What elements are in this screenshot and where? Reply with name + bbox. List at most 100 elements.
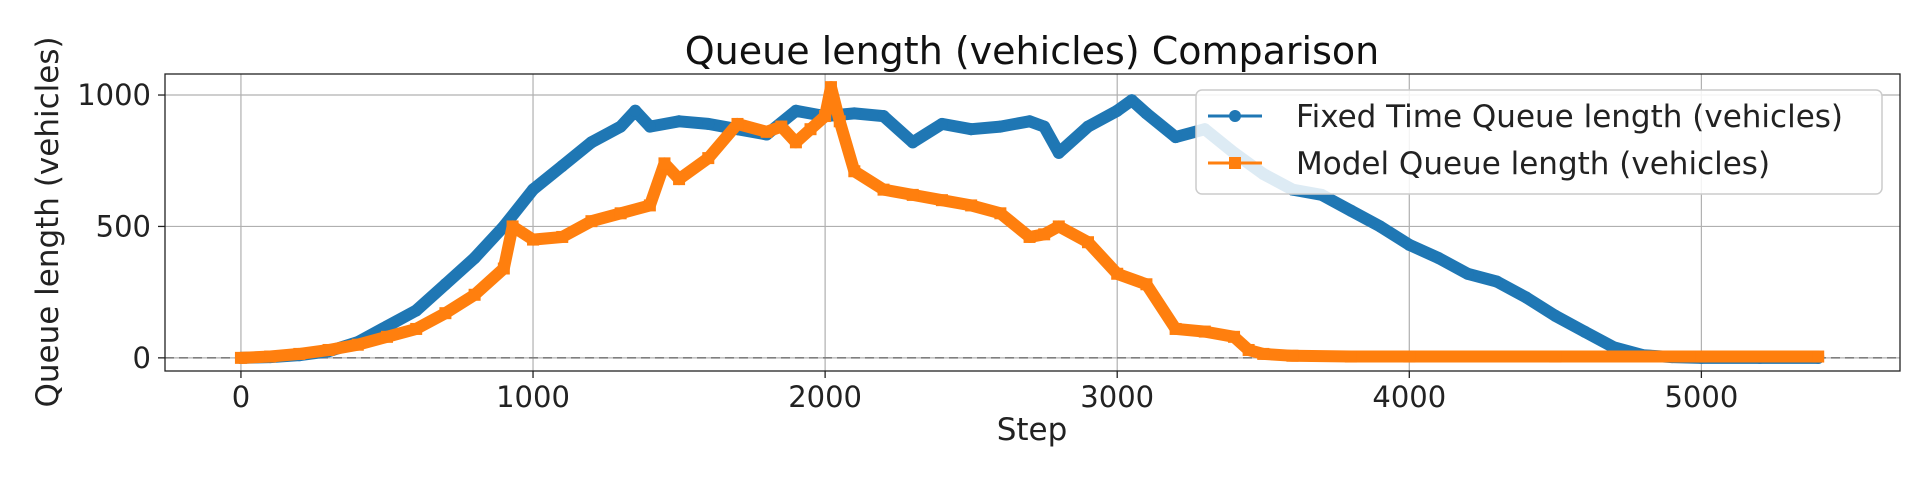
data-point-fixed-time — [789, 104, 802, 117]
data-point-model — [1695, 350, 1708, 363]
data-point-model — [1257, 347, 1270, 360]
y-tick-label: 1000 — [77, 78, 151, 112]
data-point-model — [351, 338, 364, 351]
data-point-fixed-time — [1140, 107, 1153, 120]
data-point-model — [1140, 278, 1153, 291]
data-point-fixed-time — [1432, 251, 1445, 264]
data-point-fixed-time — [1403, 238, 1416, 251]
data-point-fixed-time — [643, 120, 656, 133]
data-point-model — [1242, 343, 1255, 356]
x-axis-label: Step — [997, 412, 1068, 448]
data-point-model — [506, 220, 519, 233]
data-point-model — [994, 207, 1007, 220]
data-point-fixed-time — [994, 120, 1007, 133]
data-point-fixed-time — [527, 183, 540, 196]
data-point-model — [527, 233, 540, 246]
data-point-fixed-time — [1052, 146, 1065, 159]
data-point-fixed-time — [1520, 291, 1533, 304]
data-point-model — [439, 307, 452, 320]
data-point-model — [614, 207, 627, 220]
data-point-fixed-time — [556, 159, 569, 172]
legend-marker-model — [1229, 157, 1241, 169]
legend-label-fixed-time: Fixed Time Queue length (vehicles) — [1296, 99, 1843, 135]
legend-marker-fixed-time — [1229, 110, 1241, 122]
data-point-fixed-time — [1490, 275, 1503, 288]
data-point-model — [1812, 350, 1825, 363]
data-point-model — [935, 194, 948, 207]
data-point-fixed-time — [629, 104, 642, 117]
data-point-model — [1344, 350, 1357, 363]
data-point-model — [1111, 267, 1124, 280]
data-point-fixed-time — [1461, 267, 1474, 280]
data-point-model — [1286, 349, 1299, 362]
data-point-fixed-time — [935, 117, 948, 130]
data-point-model — [556, 230, 569, 243]
data-point-fixed-time — [906, 136, 919, 149]
data-point-model — [824, 81, 837, 94]
data-point-model — [1081, 236, 1094, 249]
legend-label-model: Model Queue length (vehicles) — [1296, 146, 1770, 182]
x-tick-label: 4000 — [1372, 380, 1446, 414]
data-point-fixed-time — [702, 117, 715, 130]
legend-box — [1195, 89, 1883, 195]
data-point-model — [658, 157, 671, 170]
data-point-fixed-time — [439, 278, 452, 291]
data-point-model — [468, 288, 481, 301]
data-point-fixed-time — [1081, 120, 1094, 133]
data-point-model — [804, 123, 817, 136]
data-point-model — [731, 117, 744, 130]
data-point-model — [702, 152, 715, 165]
data-point-model — [264, 350, 277, 363]
data-point-fixed-time — [1125, 94, 1138, 107]
data-point-model — [819, 110, 832, 123]
data-point-model — [643, 199, 656, 212]
y-tick-label: 0 — [133, 341, 151, 375]
data-point-model — [1228, 330, 1241, 343]
data-point-fixed-time — [848, 107, 861, 120]
data-point-model — [775, 120, 788, 133]
axis-ticks: 0 1000 2000 3000 4000 5000 0 500 1000 — [77, 78, 1738, 414]
series-layer — [234, 81, 1825, 364]
data-point-model — [1169, 322, 1182, 335]
data-point-model — [497, 262, 510, 275]
data-point-model — [877, 183, 890, 196]
legend: Fixed Time Queue length (vehicles) Model… — [1195, 89, 1883, 195]
data-point-fixed-time — [1344, 204, 1357, 217]
data-point-model — [906, 188, 919, 201]
data-point-model — [1549, 350, 1562, 363]
data-point-fixed-time — [1374, 220, 1387, 233]
data-point-fixed-time — [1111, 104, 1124, 117]
data-point-fixed-time — [1169, 131, 1182, 144]
data-point-fixed-time — [380, 320, 393, 333]
x-tick-label: 1000 — [496, 380, 570, 414]
data-point-model — [585, 215, 598, 228]
data-point-model — [1038, 228, 1051, 241]
data-point-model — [380, 330, 393, 343]
data-point-fixed-time — [965, 123, 978, 136]
x-tick-label: 2000 — [788, 380, 862, 414]
data-point-model — [965, 199, 978, 212]
data-point-model — [848, 165, 861, 178]
data-point-fixed-time — [1038, 120, 1051, 133]
data-point-model — [410, 322, 423, 335]
data-point-model — [760, 125, 773, 138]
data-point-model — [789, 136, 802, 149]
chart-title: Queue length (vehicles) Comparison — [685, 29, 1380, 73]
data-point-model — [1198, 325, 1211, 338]
x-tick-label: 5000 — [1664, 380, 1738, 414]
data-point-fixed-time — [1578, 325, 1591, 338]
data-point-model — [234, 351, 247, 364]
y-tick-label: 500 — [96, 209, 151, 243]
data-point-fixed-time — [1549, 309, 1562, 322]
data-point-model — [833, 115, 846, 128]
y-axis-label: Queue length (vehicles) — [30, 36, 66, 407]
data-point-fixed-time — [1023, 115, 1036, 128]
x-tick-label: 3000 — [1080, 380, 1154, 414]
data-point-fixed-time — [585, 136, 598, 149]
data-point-model — [293, 347, 306, 360]
data-point-model — [673, 173, 686, 186]
data-point-fixed-time — [410, 304, 423, 317]
plot-frame — [164, 73, 1901, 372]
data-point-model — [1023, 230, 1036, 243]
data-point-model — [1403, 350, 1416, 363]
